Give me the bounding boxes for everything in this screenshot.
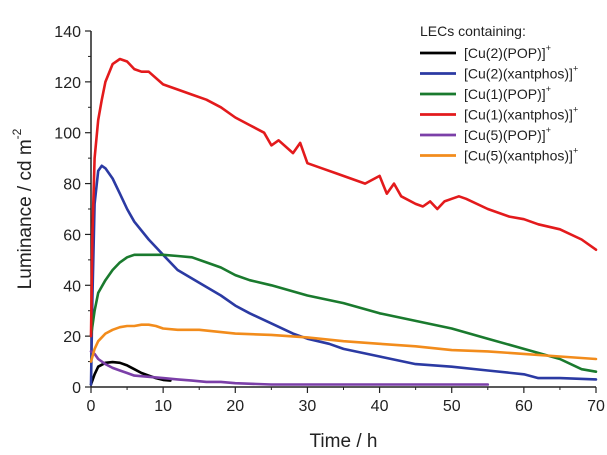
legend-entry: [Cu(1)(xantphos)]+ <box>464 105 578 123</box>
series-line-cu-2-xantphos <box>89 164 598 386</box>
x-tick-label: 30 <box>299 398 317 415</box>
axes: 0 10 20 30 40 50 60 70 0 20 40 60 80 100 120 140 <box>54 24 605 415</box>
series-line-cu-5-pop <box>89 350 490 386</box>
y-tick-label: 40 <box>63 278 81 295</box>
series-line-cu-5-xantphos <box>89 323 598 363</box>
legend-entry: [Cu(5)(xantphos)]+ <box>464 146 578 164</box>
y-tick-label: 0 <box>72 380 81 397</box>
x-tick-label: 0 <box>87 398 96 415</box>
y-tick-label: 120 <box>54 75 81 92</box>
legend-entry: [Cu(5)(POP)]+ <box>464 125 551 143</box>
series-line-cu-1-pop <box>89 253 598 374</box>
x-axis-title: Time / h <box>310 431 378 452</box>
legend-entry: [Cu(2)(xantphos)]+ <box>464 64 578 82</box>
x-tick-label: 20 <box>226 398 244 415</box>
legend-title: LECs containing: <box>420 23 526 39</box>
series-line-cu-1-xantphos <box>89 57 598 338</box>
y-tick-label: 60 <box>63 227 81 244</box>
legend: LECs containing: [Cu(2)(POP)]+ [Cu(2)(xant… <box>420 23 578 164</box>
legend-entry: [Cu(1)(POP)]+ <box>464 84 551 102</box>
y-tick-label: 80 <box>63 177 81 194</box>
y-tick-label: 100 <box>54 126 81 143</box>
legend-entry: [Cu(2)(POP)]+ <box>464 43 551 61</box>
x-tick-label: 10 <box>154 398 172 415</box>
y-tick-label: 140 <box>54 24 81 41</box>
y-tick-label: 20 <box>63 329 81 346</box>
x-tick-label: 60 <box>515 398 533 415</box>
x-tick-label: 50 <box>443 398 461 415</box>
x-tick-label: 40 <box>371 398 389 415</box>
x-tick-label: 70 <box>587 398 605 415</box>
y-axis-title: Luminance / cd m-2 <box>10 128 36 289</box>
series-lines <box>89 57 598 386</box>
